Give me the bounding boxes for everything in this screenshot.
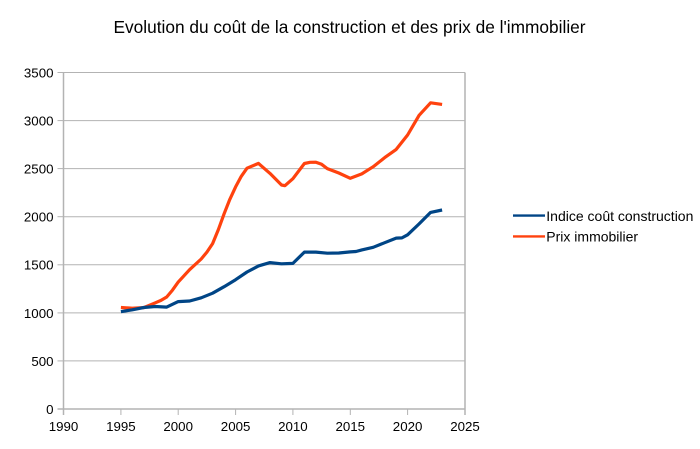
svg-text:2015: 2015 bbox=[336, 419, 366, 434]
svg-text:2500: 2500 bbox=[24, 161, 54, 176]
svg-text:Indice coût construction: Indice coût construction bbox=[546, 208, 693, 224]
svg-text:2020: 2020 bbox=[393, 419, 423, 434]
svg-text:1990: 1990 bbox=[49, 419, 79, 434]
svg-text:500: 500 bbox=[31, 354, 53, 369]
svg-text:Evolution du coût de la constr: Evolution du coût de la construction et … bbox=[113, 17, 585, 37]
svg-text:1995: 1995 bbox=[106, 419, 136, 434]
svg-text:3500: 3500 bbox=[24, 65, 54, 80]
svg-text:2005: 2005 bbox=[221, 419, 251, 434]
svg-text:2025: 2025 bbox=[450, 419, 480, 434]
svg-text:1500: 1500 bbox=[24, 258, 54, 273]
svg-text:Prix immobilier: Prix immobilier bbox=[546, 228, 638, 244]
svg-text:2000: 2000 bbox=[24, 210, 54, 225]
svg-text:0: 0 bbox=[46, 402, 53, 417]
svg-text:2010: 2010 bbox=[278, 419, 308, 434]
svg-text:1000: 1000 bbox=[24, 306, 54, 321]
svg-text:2000: 2000 bbox=[163, 419, 193, 434]
svg-text:3000: 3000 bbox=[24, 113, 54, 128]
